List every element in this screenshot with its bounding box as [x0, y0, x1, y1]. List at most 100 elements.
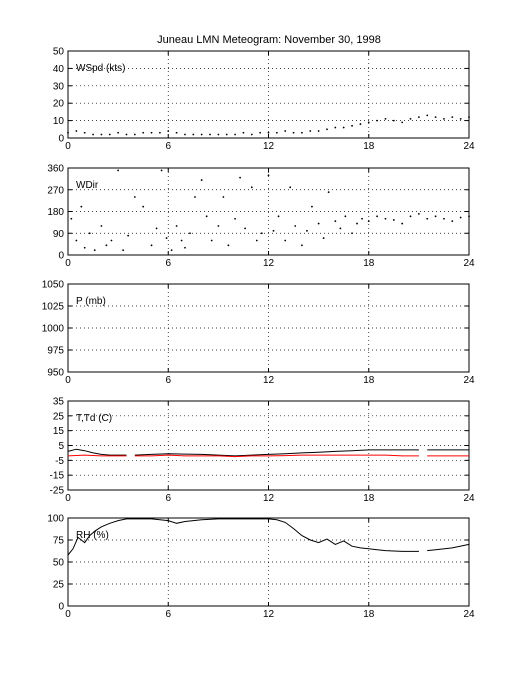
wdir-point	[205, 215, 208, 218]
wspd-ytick-label: 30	[53, 81, 65, 92]
pressure-ytick-label: 1050	[42, 280, 65, 291]
wspd-point	[150, 131, 153, 134]
wdir-point	[339, 227, 342, 230]
wdir-point	[459, 216, 462, 219]
wdir-point	[222, 196, 225, 198]
rh-xtick-label: 12	[263, 609, 275, 620]
temp-dewpoint-xtick-label: 18	[363, 493, 375, 504]
wdir-point	[150, 244, 153, 247]
wdir-point	[194, 196, 196, 198]
rh-series-line-0	[67, 518, 470, 556]
wspd-point	[158, 131, 161, 134]
wspd-point	[242, 131, 245, 134]
rh-xtick-label: 18	[363, 609, 375, 620]
rh-ytick-label: 50	[53, 558, 65, 569]
temp-dewpoint-ytick-label: -25	[50, 486, 65, 497]
wdir-xtick-label: 6	[165, 258, 171, 269]
wspd-point	[133, 133, 136, 136]
wspd-xtick-label: 18	[363, 141, 375, 152]
wdir-point	[165, 237, 168, 239]
wdir-point	[289, 186, 292, 189]
wspd-point	[434, 116, 437, 119]
wdir-point	[127, 234, 130, 237]
wspd-point	[234, 133, 236, 136]
figure-title: Juneau LMN Meteogram: November 30, 1998	[157, 34, 381, 46]
wspd-point	[334, 126, 337, 129]
wspd-xtick-label: 24	[463, 141, 475, 152]
wdir-point	[227, 244, 230, 247]
wspd-plot-area	[67, 50, 470, 139]
wspd-point	[275, 131, 278, 134]
wspd-point	[417, 116, 420, 119]
wdir-ytick-label: 360	[47, 164, 64, 175]
wdir-point	[451, 220, 454, 223]
wspd-xtick-label: 12	[263, 141, 275, 152]
wdir-ytick-label: 0	[58, 251, 64, 262]
rh-ytick-label: 0	[58, 602, 64, 613]
pressure-ytick-label: 975	[47, 346, 64, 357]
wdir-xtick-label: 12	[263, 258, 275, 269]
wdir-point	[133, 196, 136, 198]
wdir-point	[184, 246, 186, 249]
pressure-panel-label: P (mb)	[76, 296, 106, 307]
rh-ytick-label: 100	[47, 514, 64, 525]
wspd-ytick-label: 10	[53, 116, 65, 127]
wdir-point	[367, 220, 370, 223]
wdir-point	[175, 225, 178, 227]
wdir-ytick-label: 180	[47, 207, 64, 218]
wdir-point	[272, 229, 275, 232]
wspd-point	[376, 119, 379, 122]
wdir-point	[344, 215, 347, 218]
wdir-point	[105, 244, 108, 247]
temp-dewpoint-series-line-0	[67, 448, 469, 457]
wdir-xtick-label: 18	[363, 258, 375, 269]
wdir-point	[267, 174, 270, 177]
wdir-point	[277, 215, 280, 218]
rh-xtick-label: 0	[65, 609, 71, 620]
wdir-point	[311, 205, 313, 208]
temp-dewpoint-ytick-label: 5	[58, 441, 64, 452]
temp-dewpoint-ytick-label: -15	[50, 471, 65, 482]
wdir-point	[351, 232, 353, 235]
wdir-point	[70, 217, 73, 220]
wspd-point	[284, 130, 287, 132]
pressure-xtick-label: 24	[463, 375, 475, 386]
rh-panel-label: RH (%)	[76, 530, 109, 541]
wdir-point	[122, 249, 125, 252]
pressure-ytick-label: 1000	[42, 324, 65, 335]
wspd-point	[108, 133, 111, 136]
wdir-point	[255, 239, 258, 242]
wdir-point	[322, 237, 325, 239]
temp-dewpoint-ytick-label: 35	[53, 397, 65, 408]
wdir-point	[409, 215, 412, 218]
temp-dewpoint-xtick-label: 12	[263, 493, 275, 504]
pressure-xtick-label: 12	[263, 375, 275, 386]
wspd-point	[351, 124, 353, 127]
wspd-point	[459, 117, 462, 120]
temp-dewpoint-series-line-1	[67, 454, 469, 458]
wspd-point	[217, 133, 220, 136]
temp-dewpoint-xtick-label: 6	[165, 493, 171, 504]
wdir-point	[250, 186, 253, 189]
wspd-point	[468, 116, 470, 119]
rh-ytick-label: 25	[53, 580, 65, 591]
wspd-point	[83, 131, 86, 134]
wdir-point	[160, 169, 163, 172]
panel-wdir: 0 6 12 18 24 0 90 180 270 360 WDir	[47, 164, 475, 270]
wdir-point	[356, 222, 358, 225]
wdir-point	[301, 244, 303, 247]
wspd-point	[125, 133, 128, 136]
wdir-ytick-label: 270	[47, 185, 64, 196]
temp-dewpoint-xtick-label: 24	[463, 493, 475, 504]
wspd-point	[209, 133, 211, 136]
wdir-point	[83, 246, 86, 249]
wdir-point	[244, 227, 247, 230]
wspd-point	[67, 131, 69, 134]
wdir-point	[217, 225, 220, 227]
rh-xtick-label: 6	[165, 609, 171, 620]
rh-ytick-label: 75	[53, 536, 65, 547]
wspd-point	[100, 133, 103, 136]
wdir-point	[294, 225, 297, 227]
panel-pressure: 0 6 12 18 24 950 975 1000 1025 1050 P (mb)	[42, 280, 475, 387]
